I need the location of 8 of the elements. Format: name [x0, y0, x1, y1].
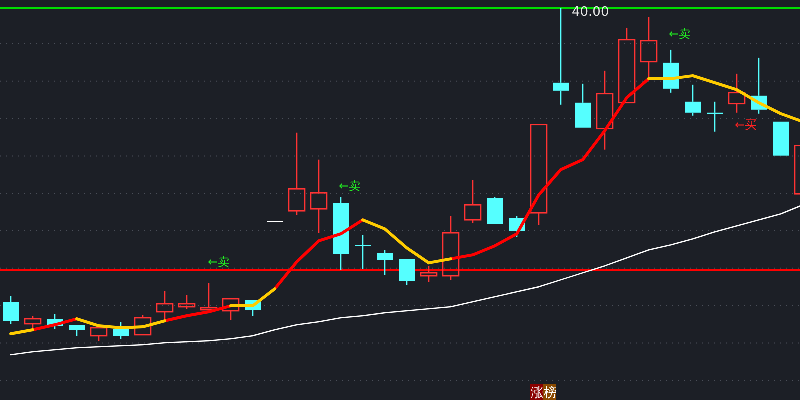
annotation: ←买	[735, 118, 758, 132]
annotation: 40.00	[572, 5, 610, 20]
annotation: ←卖	[208, 255, 230, 269]
annotation: ←卖	[669, 27, 692, 41]
candlestick	[553, 7, 569, 106]
annotation: 涨榜	[530, 384, 557, 400]
annotation: ←卖	[339, 179, 362, 193]
candlestick	[355, 234, 371, 270]
